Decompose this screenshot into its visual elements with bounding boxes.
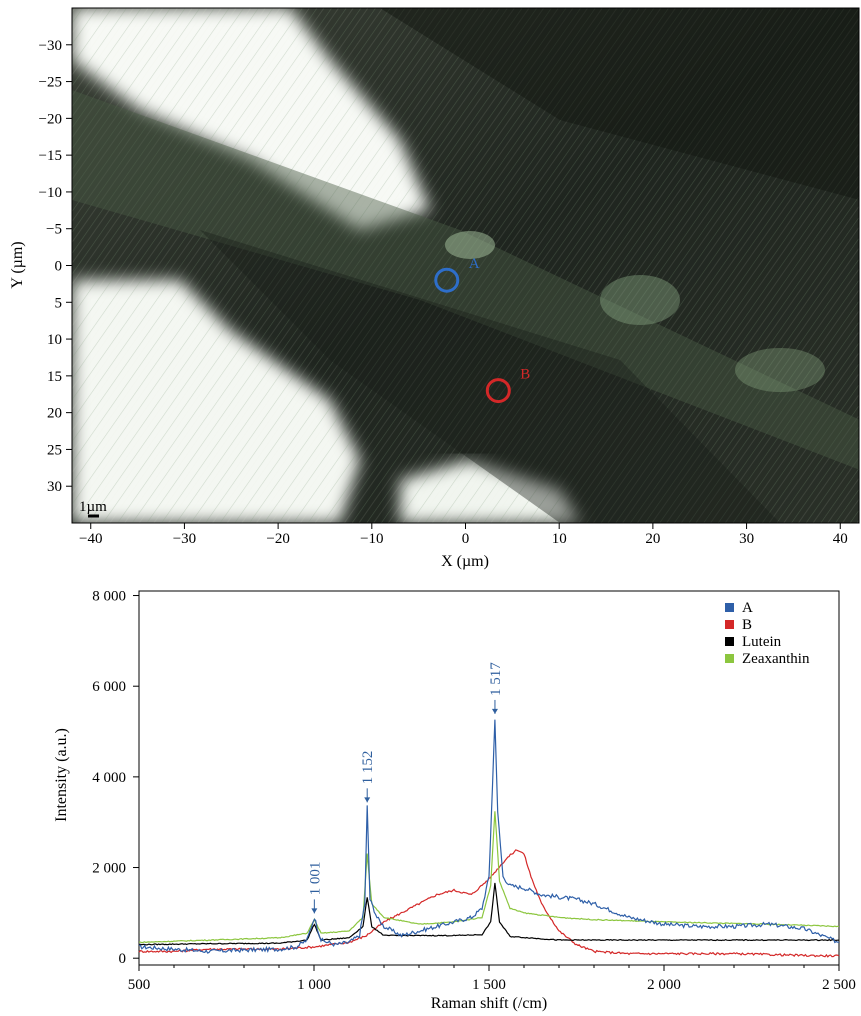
legend-label-b: B <box>742 617 752 633</box>
x-tick-label: 1 000 <box>297 977 331 993</box>
peak-label: 1 001 <box>307 862 323 896</box>
y-tick-label: −20 <box>39 111 62 127</box>
y-tick-label: 25 <box>47 442 62 458</box>
x-tick-label: 0 <box>462 531 470 547</box>
legend-label-zeaxanthin: Zeaxanthin <box>742 651 810 667</box>
x-tick-label: 40 <box>833 531 848 547</box>
x-tick-label: −20 <box>266 531 289 547</box>
series-line-a <box>138 719 840 954</box>
series-line-lutein <box>138 882 840 946</box>
y-tick-label: 0 <box>55 259 63 275</box>
spectra-lines <box>138 719 840 958</box>
x-tick-label: 20 <box>645 531 660 547</box>
x-tick-label: 1 500 <box>472 977 506 993</box>
point-label-B: B <box>520 367 530 383</box>
legend-swatch-a <box>725 603 734 612</box>
y-tick-label: 30 <box>47 479 62 495</box>
y-tick-label: 6 000 <box>92 679 126 695</box>
measurement-points: AB <box>434 256 530 404</box>
x-tick-label: −40 <box>79 531 102 547</box>
y-tick-label: 20 <box>47 406 62 422</box>
x-tick-label: 2 000 <box>647 977 681 993</box>
scale-bar-label: 1µm <box>79 499 107 515</box>
x-tick-label: −10 <box>360 531 383 547</box>
peak-label: 1 517 <box>488 662 504 696</box>
y-tick-label: 5 <box>55 295 63 311</box>
y-tick-label: −25 <box>39 75 62 91</box>
y-tick-label: −15 <box>39 148 62 164</box>
point-marker-B <box>485 378 511 404</box>
spectrum-y-axis: 0 2 000 4 000 6 000 8 000 <box>92 589 139 967</box>
image-x-axis-title: X (µm) <box>441 553 489 570</box>
spectrum-x-axis-title: Raman shift (/cm) <box>431 995 547 1012</box>
image-x-axis: −40 −30 −20 −10 0 10 20 30 40 <box>79 523 848 547</box>
micrograph-panel: 1µm −40 −30 −20 −10 0 10 20 30 40 −30 −25 −20 −15 −1… <box>9 7 860 570</box>
y-tick-label: 4 000 <box>92 770 126 786</box>
peak-annotations: 1 001 1 152 1 517 <box>307 662 504 914</box>
plot-area <box>138 590 840 966</box>
legend-label-a: A <box>742 600 753 616</box>
spectrum-x-axis: 500 1 000 1 500 2 000 2 500 <box>128 965 856 993</box>
y-tick-label: −10 <box>39 185 62 201</box>
peak-arrow-head <box>491 708 498 714</box>
series-line-zeaxanthin <box>138 811 840 944</box>
legend-label-lutein: Lutein <box>742 634 782 650</box>
y-tick-label: 2 000 <box>92 861 126 877</box>
legend-swatch-zeaxanthin <box>725 654 734 663</box>
image-y-axis-title: Y (µm) <box>9 241 26 288</box>
y-tick-label: 10 <box>47 332 62 348</box>
point-label-A: A <box>469 256 480 272</box>
x-tick-label: −30 <box>173 531 196 547</box>
micrograph-image <box>72 8 859 523</box>
y-tick-label: 15 <box>47 369 62 385</box>
raman-spectrum-panel: 500 1 000 1 500 2 000 2 500 0 2 000 4 000 6 000… <box>53 589 856 1012</box>
x-tick-label: 2 500 <box>822 977 856 993</box>
spectrum-y-axis-title: Intensity (a.u.) <box>53 728 70 822</box>
y-tick-label: 0 <box>119 951 127 967</box>
x-tick-label: 30 <box>739 531 754 547</box>
peak-arrow-head <box>311 908 318 914</box>
y-tick-label: 8 000 <box>92 589 126 605</box>
peak-arrow-head <box>364 797 371 803</box>
image-y-axis: −30 −25 −20 −15 −10 −5 0 5 10 15 20 25 30 <box>39 38 72 495</box>
legend-swatch-lutein <box>725 637 734 646</box>
x-tick-label: 500 <box>128 977 151 993</box>
y-tick-label: −30 <box>39 38 62 54</box>
peak-label: 1 152 <box>360 751 376 785</box>
point-marker-A <box>434 267 460 293</box>
x-tick-label: 10 <box>552 531 567 547</box>
legend-swatch-b <box>725 620 734 629</box>
y-tick-label: −5 <box>46 222 62 238</box>
